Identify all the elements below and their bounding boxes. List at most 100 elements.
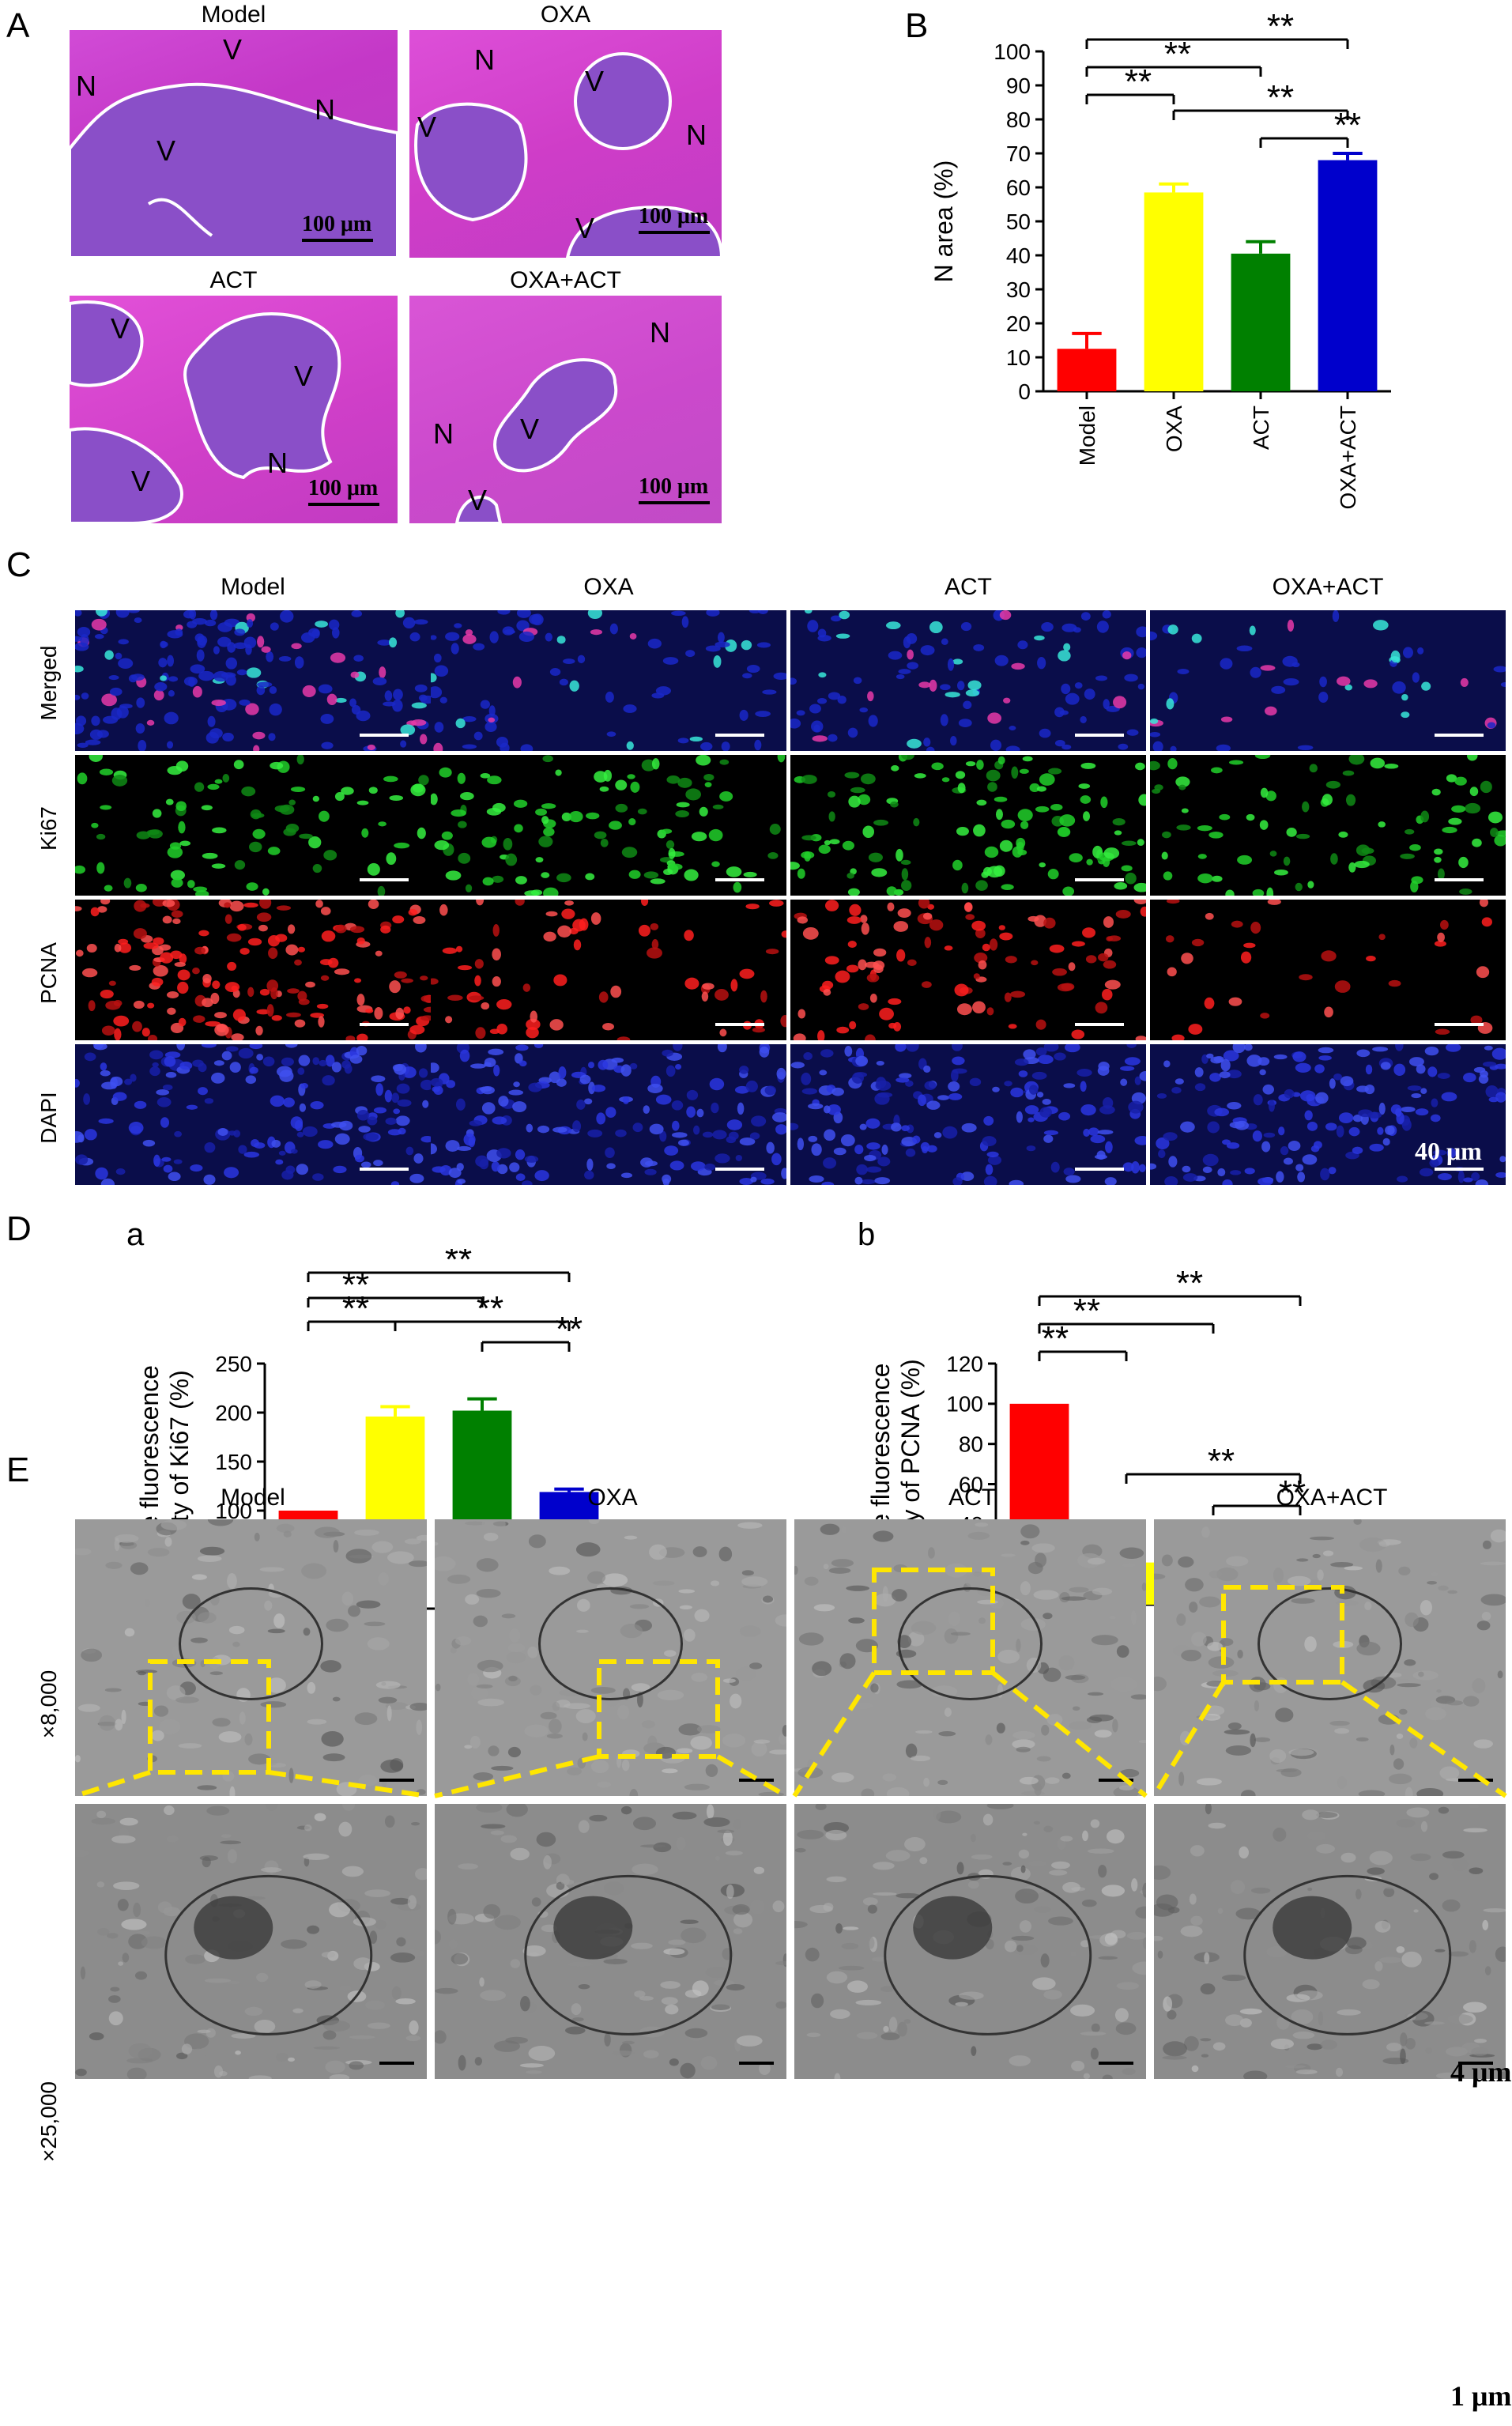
nucleus [822, 980, 834, 990]
nucleus [678, 1139, 689, 1146]
nucleus [90, 907, 100, 917]
nucleus [590, 912, 601, 925]
organelle [577, 1757, 586, 1769]
nucleus [256, 1009, 270, 1015]
nucleus [458, 821, 467, 828]
organelle [772, 1900, 785, 1913]
organelle [341, 1591, 354, 1606]
nucleus [434, 840, 450, 851]
em-image [1154, 1519, 1506, 1796]
nucleus [131, 673, 145, 681]
organelle [1330, 1562, 1354, 1568]
nucleus [380, 925, 391, 934]
nucleus [136, 831, 151, 839]
he-label-v: V [294, 360, 314, 392]
em-col-title: ACT [948, 1485, 996, 1511]
organelle [1020, 1581, 1031, 1596]
nucleus [995, 809, 1003, 821]
nucleus [895, 1044, 907, 1052]
nucleus [858, 794, 871, 806]
organelle [1291, 1598, 1315, 1604]
nucleus [1481, 917, 1492, 927]
organelle [227, 1980, 241, 1985]
nucleus [85, 739, 101, 745]
he-title-oxa: OXA [540, 2, 591, 28]
nucleus [750, 1176, 757, 1183]
nucleus [1437, 868, 1445, 881]
organelle [135, 1670, 158, 1674]
nucleus [247, 619, 254, 628]
organelle [905, 1743, 918, 1759]
nucleus [615, 803, 628, 813]
nucleus [409, 1024, 425, 1035]
nucleus [451, 809, 466, 817]
nucleus [287, 988, 300, 994]
nucleus [1035, 1019, 1046, 1030]
nucleus [797, 1138, 805, 1151]
organelle [1427, 1580, 1438, 1585]
nucleus [1227, 1102, 1242, 1110]
nucleus [409, 632, 420, 642]
nucleus [1136, 626, 1146, 638]
organelle [329, 2073, 350, 2079]
organelle [128, 2043, 153, 2059]
nucleus [503, 837, 513, 851]
nucleus-outline [179, 1587, 323, 1700]
nucleus [1118, 743, 1129, 750]
significance-label: ** [1279, 1473, 1306, 1512]
fl-col-title: ACT [945, 574, 992, 600]
organelle [996, 1722, 1005, 1734]
organelle [1429, 1873, 1438, 1881]
nucleus [1205, 912, 1214, 920]
organelle [476, 1804, 503, 1813]
scale-bar [360, 734, 409, 737]
organelle [159, 1719, 181, 1734]
organelle [96, 1810, 107, 1819]
nucleus [836, 1026, 850, 1034]
organelle [1418, 1671, 1424, 1677]
nucleus [790, 718, 801, 729]
nucleus [854, 1144, 864, 1155]
organelle [1378, 1541, 1390, 1547]
nucleus [1086, 858, 1093, 866]
nucleus [879, 1007, 894, 1021]
nucleus [1217, 1168, 1226, 1177]
organelle [1080, 1940, 1091, 1948]
organelle [378, 1696, 398, 1703]
nucleus [212, 827, 227, 834]
nucleus [1133, 882, 1146, 892]
nucleus [413, 915, 426, 924]
significance-label: ** [1042, 1319, 1069, 1358]
nucleus [419, 734, 428, 745]
em-image [435, 1804, 786, 2079]
nucleus [355, 1154, 364, 1163]
nucleus [1071, 1029, 1085, 1039]
nucleus [572, 1120, 582, 1133]
nucleus [1476, 966, 1490, 979]
nucleus [1352, 1146, 1363, 1155]
organelle [451, 1952, 469, 1965]
nucleus [1103, 960, 1117, 969]
nucleus [1052, 968, 1067, 976]
nucleus [684, 869, 699, 881]
nucleus [983, 1175, 997, 1185]
nucleus [1061, 744, 1072, 750]
nucleus [1265, 790, 1276, 802]
organelle [493, 2040, 521, 2052]
nucleus [1246, 1055, 1262, 1067]
nucleus [457, 772, 466, 784]
nucleus [887, 902, 895, 911]
organelle [314, 1526, 340, 1538]
nucleus [650, 878, 666, 885]
nucleus [205, 1021, 221, 1027]
nucleus [600, 838, 609, 847]
nucleus [229, 900, 244, 912]
nucleus [844, 1045, 853, 1057]
nucleus [920, 645, 935, 656]
organelle [307, 1681, 316, 1694]
nucleus [769, 900, 784, 907]
nucleus [734, 1085, 750, 1094]
nucleus [231, 985, 238, 991]
nucleus [745, 1080, 758, 1092]
organelle [266, 1804, 278, 1812]
